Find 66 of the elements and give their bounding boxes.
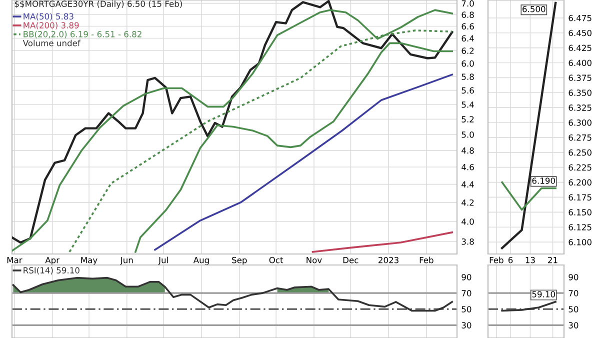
y-tick-label: 6.250 xyxy=(568,149,592,156)
y-tick-label: 50 xyxy=(568,306,578,312)
x-tick-label: Sep xyxy=(232,256,247,265)
y-tick-label: 4.8 xyxy=(462,147,474,154)
x-tick-label: Jun xyxy=(120,257,133,265)
x-tick-label: Feb xyxy=(420,256,434,264)
y-tick-label: 90 xyxy=(568,274,578,280)
y-tick-label: 6.125 xyxy=(568,224,592,230)
y-tick-label: 7.0 xyxy=(462,0,474,7)
y-tick-label: 6.4 xyxy=(462,35,474,42)
y-tick-label: 3.8 xyxy=(462,238,474,245)
y-tick-label: 6.6 xyxy=(462,23,474,30)
y-tick-label: 5.2 xyxy=(462,116,474,122)
x-tick-label: Dec xyxy=(343,257,358,264)
x-tick-label: 21 xyxy=(548,256,558,264)
y-tick-label: 6.225 xyxy=(568,164,592,171)
y-tick-label: 6.100 xyxy=(568,239,592,246)
legend-label: RSI(14) 59.10 xyxy=(24,267,80,274)
y-tick-label: 6.375 xyxy=(568,74,592,81)
y-tick-label: 4.4 xyxy=(462,181,474,188)
x-tick-label: Nov xyxy=(306,257,322,264)
y-tick-label: 6.150 xyxy=(568,209,592,216)
y-tick-label: 6.200 xyxy=(568,179,592,186)
x-tick-label: 6 xyxy=(508,256,513,264)
x-tick-label: May xyxy=(81,257,98,265)
y-tick-label: 4.6 xyxy=(462,164,474,170)
annotation: 59.10 xyxy=(532,291,555,298)
y-tick-label: 4.0 xyxy=(462,218,474,225)
x-tick-label: Mar xyxy=(7,257,22,264)
y-tick-label: 5.8 xyxy=(462,74,474,80)
legend-label: MA(50) 5.83 xyxy=(24,13,74,21)
legend-label: MA(200) 3.89 xyxy=(24,22,79,30)
annotation: 6.190 xyxy=(532,178,555,184)
y-tick-label: 50 xyxy=(462,306,472,312)
y-tick-label: 6.350 xyxy=(568,90,592,96)
y-tick-label: 6.425 xyxy=(568,44,592,52)
y-tick-label: 70 xyxy=(462,290,472,296)
y-tick-label: 6.0 xyxy=(462,60,474,67)
y-tick-label: 4.2 xyxy=(462,199,474,206)
y-tick-label: 5.4 xyxy=(462,102,474,108)
y-tick-label: 6.8 xyxy=(462,12,474,18)
x-tick-label: Feb xyxy=(490,256,504,264)
y-tick-label: 6.175 xyxy=(568,194,592,201)
y-tick-label: 5.6 xyxy=(462,87,474,94)
x-tick-label: Apr xyxy=(45,257,60,265)
x-tick-label: 13 xyxy=(526,256,535,264)
y-tick-label: 6.2 xyxy=(462,48,474,54)
y-tick-label: 6.475 xyxy=(568,14,592,22)
y-tick-label: 5.0 xyxy=(462,131,474,138)
x-tick-label: 2023 xyxy=(378,256,398,264)
legend-label: BB(20,2.0) 6.19 - 6.51 - 6.82 xyxy=(24,30,142,38)
y-tick-label: 6.400 xyxy=(568,60,592,66)
y-tick-label: 70 xyxy=(568,290,578,296)
chart-title: $$MORTGAGE30YR (Daily) 6.50 (15 Feb) xyxy=(14,0,182,9)
y-tick-label: 6.275 xyxy=(568,134,592,141)
y-tick-label: 30 xyxy=(568,322,578,328)
y-tick-label: 30 xyxy=(462,322,472,328)
x-tick-label: Oct xyxy=(269,256,284,264)
y-tick-label: 6.450 xyxy=(568,30,592,36)
y-tick-label: 6.325 xyxy=(568,104,592,111)
annotation: Volume undef xyxy=(22,40,81,46)
y-tick-label: 6.300 xyxy=(568,120,592,126)
y-tick-label: 90 xyxy=(462,274,472,280)
x-tick-label: Jul xyxy=(158,256,168,265)
x-tick-label: Aug xyxy=(193,257,209,265)
annotation: 6.500 xyxy=(522,6,546,12)
